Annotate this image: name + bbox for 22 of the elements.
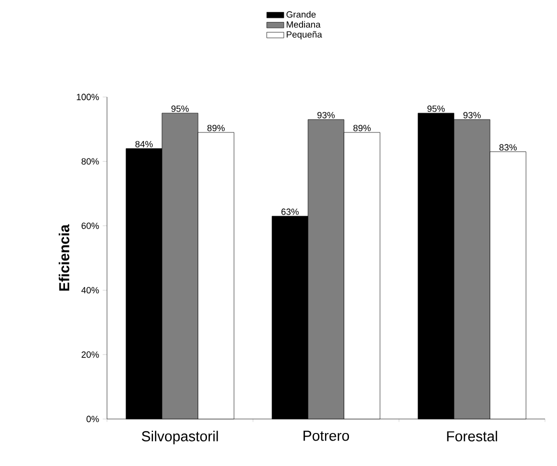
- data-label: 93%: [317, 112, 335, 118]
- y-tick-label: 100%: [76, 94, 99, 100]
- x-tick-label: Silvopastoril: [142, 430, 218, 444]
- x-tick-label: Potrero: [304, 430, 350, 441]
- y-tick-label: 60%: [82, 222, 99, 229]
- data-label: 89%: [353, 124, 371, 132]
- y-axis-title: Eficiencia: [58, 224, 70, 291]
- x-tick-label: Forestal: [447, 430, 498, 442]
- data-label: 83%: [499, 144, 517, 151]
- legend-label: Grande: [286, 11, 316, 18]
- y-tick-label: 0%: [86, 416, 99, 422]
- y-tick-label: 40%: [81, 287, 99, 294]
- data-label: 95%: [427, 106, 445, 112]
- y-tick-label: 20%: [82, 351, 99, 358]
- legend-label: Mediana: [286, 21, 321, 28]
- data-label: 89%: [207, 124, 225, 132]
- data-label: 95%: [171, 106, 189, 112]
- legend-label: Pequeña: [286, 31, 322, 40]
- data-label: 93%: [463, 112, 481, 118]
- data-label: 63%: [281, 208, 299, 215]
- y-tick-label: 80%: [82, 158, 99, 165]
- data-label: 84%: [135, 140, 153, 148]
